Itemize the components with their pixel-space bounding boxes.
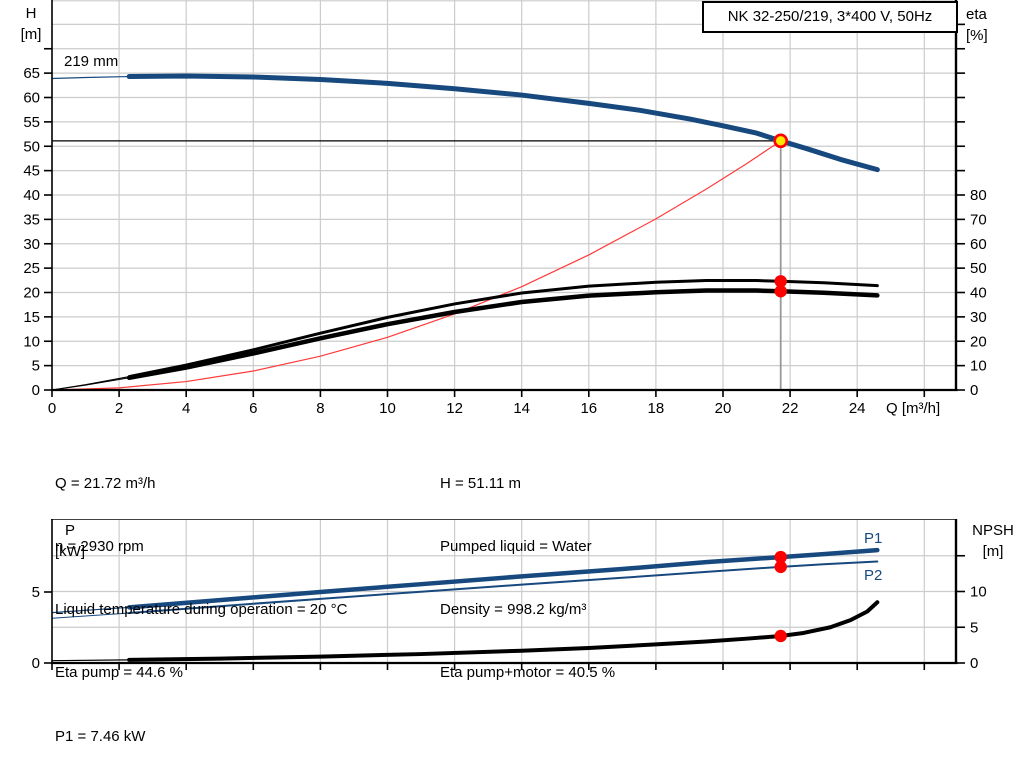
- info-pumped-liquid: Pumped liquid = Water: [440, 538, 592, 555]
- eta-pump-motor-curve: [51, 288, 880, 391]
- svg-text:15: 15: [23, 309, 40, 326]
- svg-text:10: 10: [970, 584, 987, 601]
- result-p1: P1 = 7.46 kW: [55, 728, 146, 745]
- svg-text:0: 0: [970, 382, 978, 399]
- svg-text:50: 50: [970, 260, 987, 277]
- svg-text:14: 14: [513, 400, 530, 417]
- svg-text:4: 4: [182, 400, 190, 417]
- svg-text:45: 45: [23, 163, 40, 180]
- svg-text:8: 8: [316, 400, 324, 417]
- svg-text:2: 2: [115, 400, 123, 417]
- info-density: Density = 998.2 kg/m³: [440, 601, 587, 618]
- svg-text:5: 5: [970, 619, 978, 636]
- svg-text:12: 12: [446, 400, 463, 417]
- svg-text:20: 20: [23, 285, 40, 302]
- p2-curve: [51, 560, 879, 619]
- info-speed: n = 2930 rpm: [55, 538, 144, 555]
- npsh-axis-title: NPSH [m]: [972, 522, 1014, 560]
- pump-title-box: NK 32-250/219, 3*400 V, 50Hz: [702, 1, 958, 33]
- svg-text:30: 30: [970, 309, 987, 326]
- duty-point: [773, 133, 789, 149]
- svg-text:20: 20: [715, 400, 732, 417]
- svg-text:35: 35: [23, 211, 40, 228]
- power-npsh-chart-markers: [774, 550, 787, 643]
- svg-text:55: 55: [23, 114, 40, 131]
- power-npsh-chart-axes: 0 5 0 5 10: [32, 519, 987, 672]
- npsh-curve: [51, 600, 880, 662]
- eta-pump-curve: [51, 279, 879, 391]
- p1-point: [774, 550, 787, 564]
- h-axis-title: H [m]: [20, 5, 42, 43]
- svg-text:65: 65: [23, 65, 40, 82]
- svg-text:10: 10: [23, 333, 40, 350]
- npsh-point: [774, 629, 787, 643]
- info-eta-pump: Eta pump = 44.6 %: [55, 664, 183, 681]
- svg-text:40: 40: [23, 187, 40, 204]
- q-axis-title: Q [m³/h]: [886, 400, 941, 417]
- svg-text:0: 0: [32, 382, 40, 399]
- svg-text:25: 25: [23, 260, 40, 277]
- p2-point: [774, 560, 787, 574]
- svg-text:30: 30: [23, 236, 40, 253]
- eta-axis-title: eta [%]: [966, 6, 988, 44]
- svg-text:6: 6: [249, 400, 257, 417]
- svg-text:10: 10: [970, 358, 987, 375]
- info-q: Q = 21.72 m³/h: [55, 475, 156, 492]
- svg-text:24: 24: [849, 400, 866, 417]
- svg-text:70: 70: [970, 211, 987, 228]
- svg-text:60: 60: [970, 236, 987, 253]
- p1-curve-label: P1: [864, 530, 883, 547]
- impeller-diameter-label: 219 mm: [64, 53, 119, 70]
- eta-pump-point: [774, 275, 787, 288]
- info-liquid-temp: Liquid temperature during operation = 20…: [55, 601, 348, 618]
- p-axis-title: P [kW]: [55, 522, 85, 560]
- hq-eta-chart-gridlines: [52, 0, 956, 390]
- svg-text:20: 20: [970, 333, 987, 350]
- svg-text:5: 5: [32, 358, 40, 375]
- results-panel: P1 = 7.46 kW P2 = 6.766 kW NPSH = 3.78 m…: [55, 684, 397, 781]
- duty-info-left: Q = 21.72 m³/h n = 2930 rpm Liquid tempe…: [55, 431, 347, 725]
- svg-text:40: 40: [970, 285, 987, 302]
- svg-text:16: 16: [580, 400, 597, 417]
- hq-eta-chart-markers: [773, 133, 789, 298]
- p1-curve: [51, 547, 880, 614]
- svg-text:80: 80: [970, 187, 987, 204]
- svg-text:60: 60: [23, 90, 40, 107]
- svg-text:0: 0: [32, 655, 40, 672]
- hq-eta-chart-axes: 0 2 4 6 8 10 12 14 16 18 20 22 240510152025303540455…: [23, 0, 987, 417]
- duty-info-right: H = 51.11 m Pumped liquid = Water Densit…: [440, 431, 615, 725]
- svg-text:10: 10: [379, 400, 396, 417]
- duty-guide-lines: [52, 140, 782, 390]
- svg-text:0: 0: [970, 655, 978, 672]
- info-eta-pump-motor: Eta pump+motor = 40.5 %: [440, 664, 616, 681]
- system-curve: [51, 140, 782, 391]
- eta-pump-motor-point: [774, 285, 787, 298]
- svg-text:22: 22: [782, 400, 799, 417]
- svg-text:50: 50: [23, 138, 40, 155]
- p2-curve-label: P2: [864, 567, 883, 584]
- head-curve-219mm: [51, 73, 880, 173]
- svg-text:18: 18: [648, 400, 665, 417]
- svg-text:0: 0: [48, 400, 56, 417]
- info-head: H = 51.11 m: [440, 475, 522, 492]
- svg-text:5: 5: [32, 584, 40, 601]
